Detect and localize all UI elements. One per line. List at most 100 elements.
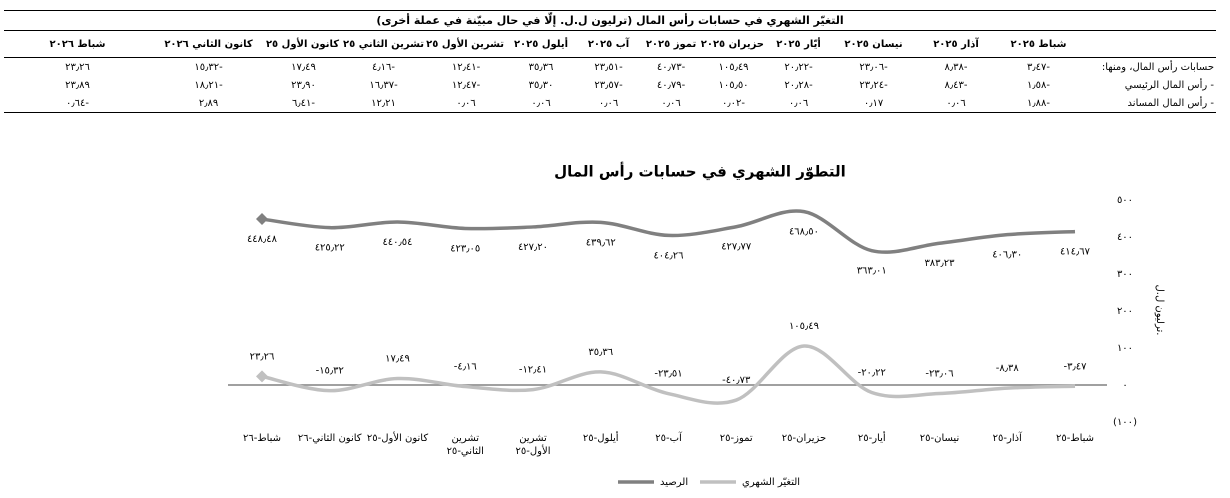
y-tick-label: ٣٠٠	[1117, 269, 1133, 280]
y-tick-label: ٤٠٠	[1117, 232, 1133, 243]
table-cell: -٨٫٤٣	[944, 79, 968, 91]
table-cell: ٣٥٫٣٦	[528, 61, 554, 73]
header-cell: تشرين الأول ٢٥	[426, 30, 507, 58]
data-label: -١٥٫٣٢	[316, 366, 344, 377]
data-label: -٤٠٫٧٣	[722, 375, 751, 386]
data-label: ٤٢٧٫٢٠	[518, 242, 548, 253]
x-tick-label: أيلول-٢٥	[582, 433, 619, 444]
table-cell: ١٧٫٤٩	[291, 61, 316, 73]
table-cell: -٢٠٫٢٨	[784, 79, 813, 91]
table-cell: -٤٠٫٧٩	[656, 79, 686, 91]
x-tick-label: شباط-٢٦	[242, 433, 282, 444]
x-tick-label: حزيران-٢٥	[781, 433, 827, 444]
header-cell: كانون الأول ٢٠٢٥	[266, 30, 342, 58]
y-tick-label: ١٠٠	[1117, 343, 1133, 354]
x-tick-label: أيار-٢٥	[857, 433, 886, 444]
table-cell: -١٫٨٨	[996, 94, 1082, 113]
x-tick-label: كانون الأول-٢٥	[366, 433, 429, 444]
x-tick-label: تشرين الثاني-٢٥	[446, 433, 484, 457]
legend-label: الرصيد	[660, 477, 688, 488]
x-tick-label: كانون الثاني-٢٦	[297, 433, 362, 444]
data-label: ١٠٥٫٤٩	[789, 321, 819, 332]
table-cell: -١٦٫٣٧	[369, 79, 398, 91]
header-cell	[1081, 30, 1217, 58]
data-table: التغيّر الشهري في حسابات رأس المال (ترلي…	[4, 10, 1217, 113]
header-cell: آذار ٢٠٢٥	[916, 30, 997, 58]
row-label: حسابات رأس المال، ومنها:	[1101, 61, 1215, 73]
end-marker	[256, 370, 268, 383]
data-label: -٨٫٣٨	[996, 363, 1020, 374]
y-axis-label: ترليون ل.ل.	[1154, 285, 1165, 336]
table-cell: -٤٫١٦	[372, 61, 395, 73]
data-label: ٤٢٣٫٠٥	[450, 243, 480, 254]
table-cell: -١٫٥٨	[1027, 79, 1050, 91]
table-cell: -٢٣٫٥٧	[594, 79, 623, 91]
header-cell: آب ٢٠٢٥	[576, 30, 642, 58]
table-cell: -١٢٫٤١	[451, 61, 481, 73]
data-label: -٢٠٫٢٢	[858, 367, 886, 378]
header-cell: حزيران ٢٠٢٥	[701, 30, 767, 58]
data-label: ٤٦٨٫٥٠	[789, 227, 819, 238]
header-cell: أيّار ٢٠٢٥	[766, 30, 832, 58]
table-cell: ٠٫٠٦	[641, 94, 702, 113]
row-label: - رأس المال المساند	[1081, 94, 1217, 113]
series-line	[261, 209, 1076, 254]
table-cell: -٢٣٫٢٤	[859, 79, 888, 91]
x-tick-label: آب-٢٥	[655, 433, 682, 444]
data-label: ٤٤٠٫٥٤	[382, 237, 412, 248]
table-cell: ٢٫٨٩	[151, 94, 267, 113]
table-cell: -٨٫٣٨	[944, 61, 968, 73]
data-label: ٤٠٦٫٣٠	[992, 250, 1022, 261]
row-label: - رأس المال الرئيسي	[1124, 79, 1215, 91]
table-cell: ١٢٫٢١	[341, 94, 427, 113]
y-tick-label: ٠	[1122, 380, 1127, 391]
table-cell: -١٥٫٣٢	[194, 61, 223, 73]
header-cell: نيسان ٢٠٢٥	[831, 30, 917, 58]
x-tick-label: تموز-٢٥	[719, 433, 753, 444]
data-label: ٤٢٧٫٧٧	[721, 242, 752, 253]
table-cell: ٢٣٫٩٠	[291, 79, 316, 91]
table-cell: -١٨٫٢١	[194, 79, 223, 91]
data-label: ٣٨٣٫٢٣	[924, 258, 955, 269]
table-cell: -٤٠٫٧٣	[656, 61, 686, 73]
data-label: ٤٠٤٫٢٦	[653, 250, 683, 261]
header-cell: تشرين الثاني ٢٠٢٥	[341, 30, 427, 58]
x-tick-label: تشرين الأول-٢٥	[515, 433, 551, 457]
table-cell: -٢٣٫٠٦	[859, 61, 888, 73]
table-row: - رأس المال المساند -١٫٨٨ ٠٫٠٦ ٠٫١٧ ٠٫٠٦ -٠٫٠…	[4, 94, 1217, 113]
data-label: ٤١٤٫٦٧	[1060, 247, 1091, 258]
data-label: ١٧٫٤٩	[385, 354, 410, 365]
header-cell: شباط ٢٠٢٦	[4, 30, 152, 58]
data-label: ٤٣٩٫٦٢	[586, 237, 616, 248]
table-cell: ٠٫٠٦	[916, 94, 997, 113]
x-tick-label: شباط-٢٥	[1055, 433, 1095, 444]
data-label: ٤٢٥٫٢٢	[315, 243, 345, 254]
table-cell: ٣٥٫٣٠	[528, 79, 554, 91]
table-title: التغيّر الشهري في حسابات رأس المال (ترلي…	[4, 10, 1217, 31]
data-label: ٤٤٨٫٤٨	[247, 234, 278, 245]
table-cell: ٠٫٠٦	[426, 94, 507, 113]
data-label: ٢٣٫٢٦	[250, 351, 275, 362]
header-cell: تموز ٢٠٢٥	[641, 30, 702, 58]
table-cell: ٠٫١٧	[831, 94, 917, 113]
table-cell: ١٠٥٫٥٠	[718, 79, 749, 91]
header-cell: أيلول ٢٠٢٥	[506, 30, 577, 58]
data-label: -٢٣٫٥١	[654, 369, 682, 380]
table-cell: -٠٫٦٤	[4, 94, 152, 113]
table-cell: -١٢٫٤٧	[451, 79, 481, 91]
table-cell: ٢٣٫٢٦	[65, 61, 90, 73]
y-tick-label: (١٠٠)	[1113, 417, 1137, 428]
table-cell: ٠٫٠٦	[766, 94, 832, 113]
chart-title: التطوّر الشهري في حسابات رأس المال	[554, 162, 846, 182]
table-cell: -٢٠٫٢٢	[784, 61, 813, 73]
legend-label: التغيّر الشهري	[742, 477, 800, 488]
table-row: - رأس المال الرئيسي -١٫٥٨ -٨٫٤٣ -٢٣٫٢٤ -٢٠٫٢…	[4, 76, 1216, 94]
x-tick-label: نيسان-٢٥	[919, 433, 960, 444]
table-cell: ٢٣٫٨٩	[65, 79, 90, 91]
header-cell: كانون الثاني ٢٠٢٦	[151, 30, 267, 58]
series-line	[261, 344, 1076, 405]
table-row: حسابات رأس المال، ومنها: -٣٫٤٧ -٨٫٣٨ -٢٣٫٠٦…	[4, 58, 1216, 77]
table-cell: ١٠٥٫٤٩	[718, 61, 749, 73]
data-label: ٣٥٫٣٦	[588, 347, 613, 358]
